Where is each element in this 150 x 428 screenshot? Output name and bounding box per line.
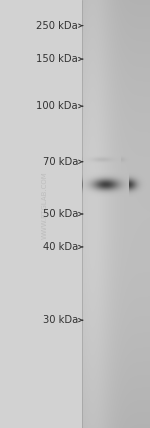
Text: 150 kDa: 150 kDa: [36, 54, 78, 64]
Text: 40 kDa: 40 kDa: [43, 242, 78, 252]
Text: WWW.PTGLAB.COM: WWW.PTGLAB.COM: [42, 172, 48, 239]
Text: 100 kDa: 100 kDa: [36, 101, 78, 111]
Text: 70 kDa: 70 kDa: [43, 157, 78, 167]
Text: 50 kDa: 50 kDa: [43, 209, 78, 219]
Text: 250 kDa: 250 kDa: [36, 21, 78, 31]
Text: 30 kDa: 30 kDa: [43, 315, 78, 325]
